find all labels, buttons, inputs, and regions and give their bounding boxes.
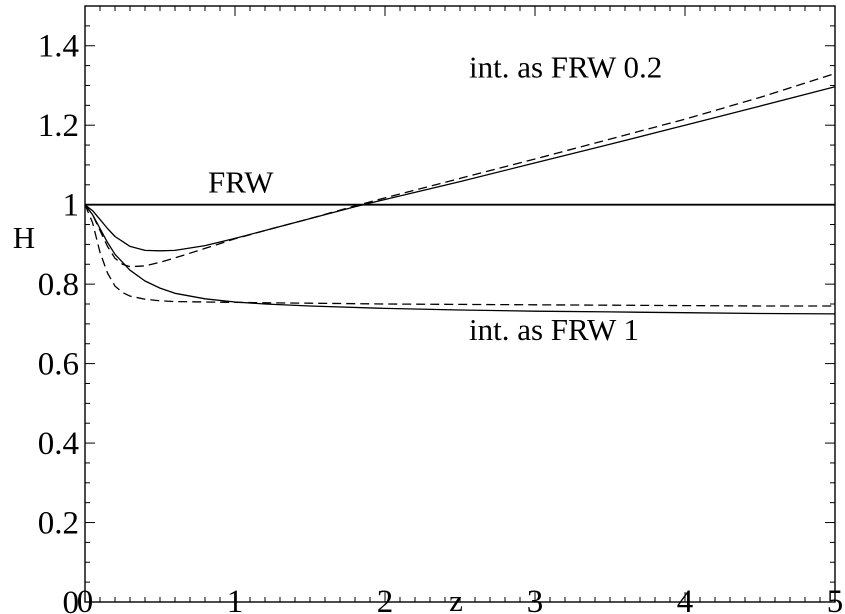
y-tick-label: 0.8 (38, 267, 79, 303)
x-tick-label: 2 (377, 584, 394, 614)
y-axis-ticks: 0 0.2 0.4 0.6 0.8 1 1.2 1.4 (38, 5, 835, 614)
x-tick-label: 0 (77, 584, 94, 614)
y-axis-label: H (13, 220, 35, 255)
x-tick-label: 1 (227, 584, 244, 614)
y-tick-label: 0.6 (38, 347, 79, 383)
series-line-dashed (84, 72, 836, 268)
y-tick-label: 0 (63, 585, 80, 614)
series-line-solid (84, 204, 836, 315)
y-tick-label: 1.2 (38, 108, 79, 144)
series-layer (84, 72, 836, 315)
curve-annotation: FRW (208, 165, 274, 200)
x-tick-label: 5 (827, 584, 844, 614)
y-tick-label: 0.4 (38, 426, 79, 462)
y-tick-label: 1 (63, 188, 80, 224)
x-axis-ticks: 0 1 2 3 4 5 (77, 6, 844, 614)
x-axis-label: z (449, 583, 463, 614)
x-tick-label: 3 (527, 584, 544, 614)
series-line-dashed (84, 204, 835, 307)
y-tick-label: 0.2 (38, 506, 79, 542)
annotation-layer: FRW int. as FRW 0.2 int. as FRW 1 (208, 50, 662, 347)
series-line-solid (84, 86, 836, 252)
x-tick-label: 4 (677, 584, 694, 614)
curve-annotation: int. as FRW 1 (469, 312, 639, 347)
y-tick-label: 1.4 (38, 29, 79, 65)
curve-annotation: int. as FRW 0.2 (469, 50, 662, 85)
